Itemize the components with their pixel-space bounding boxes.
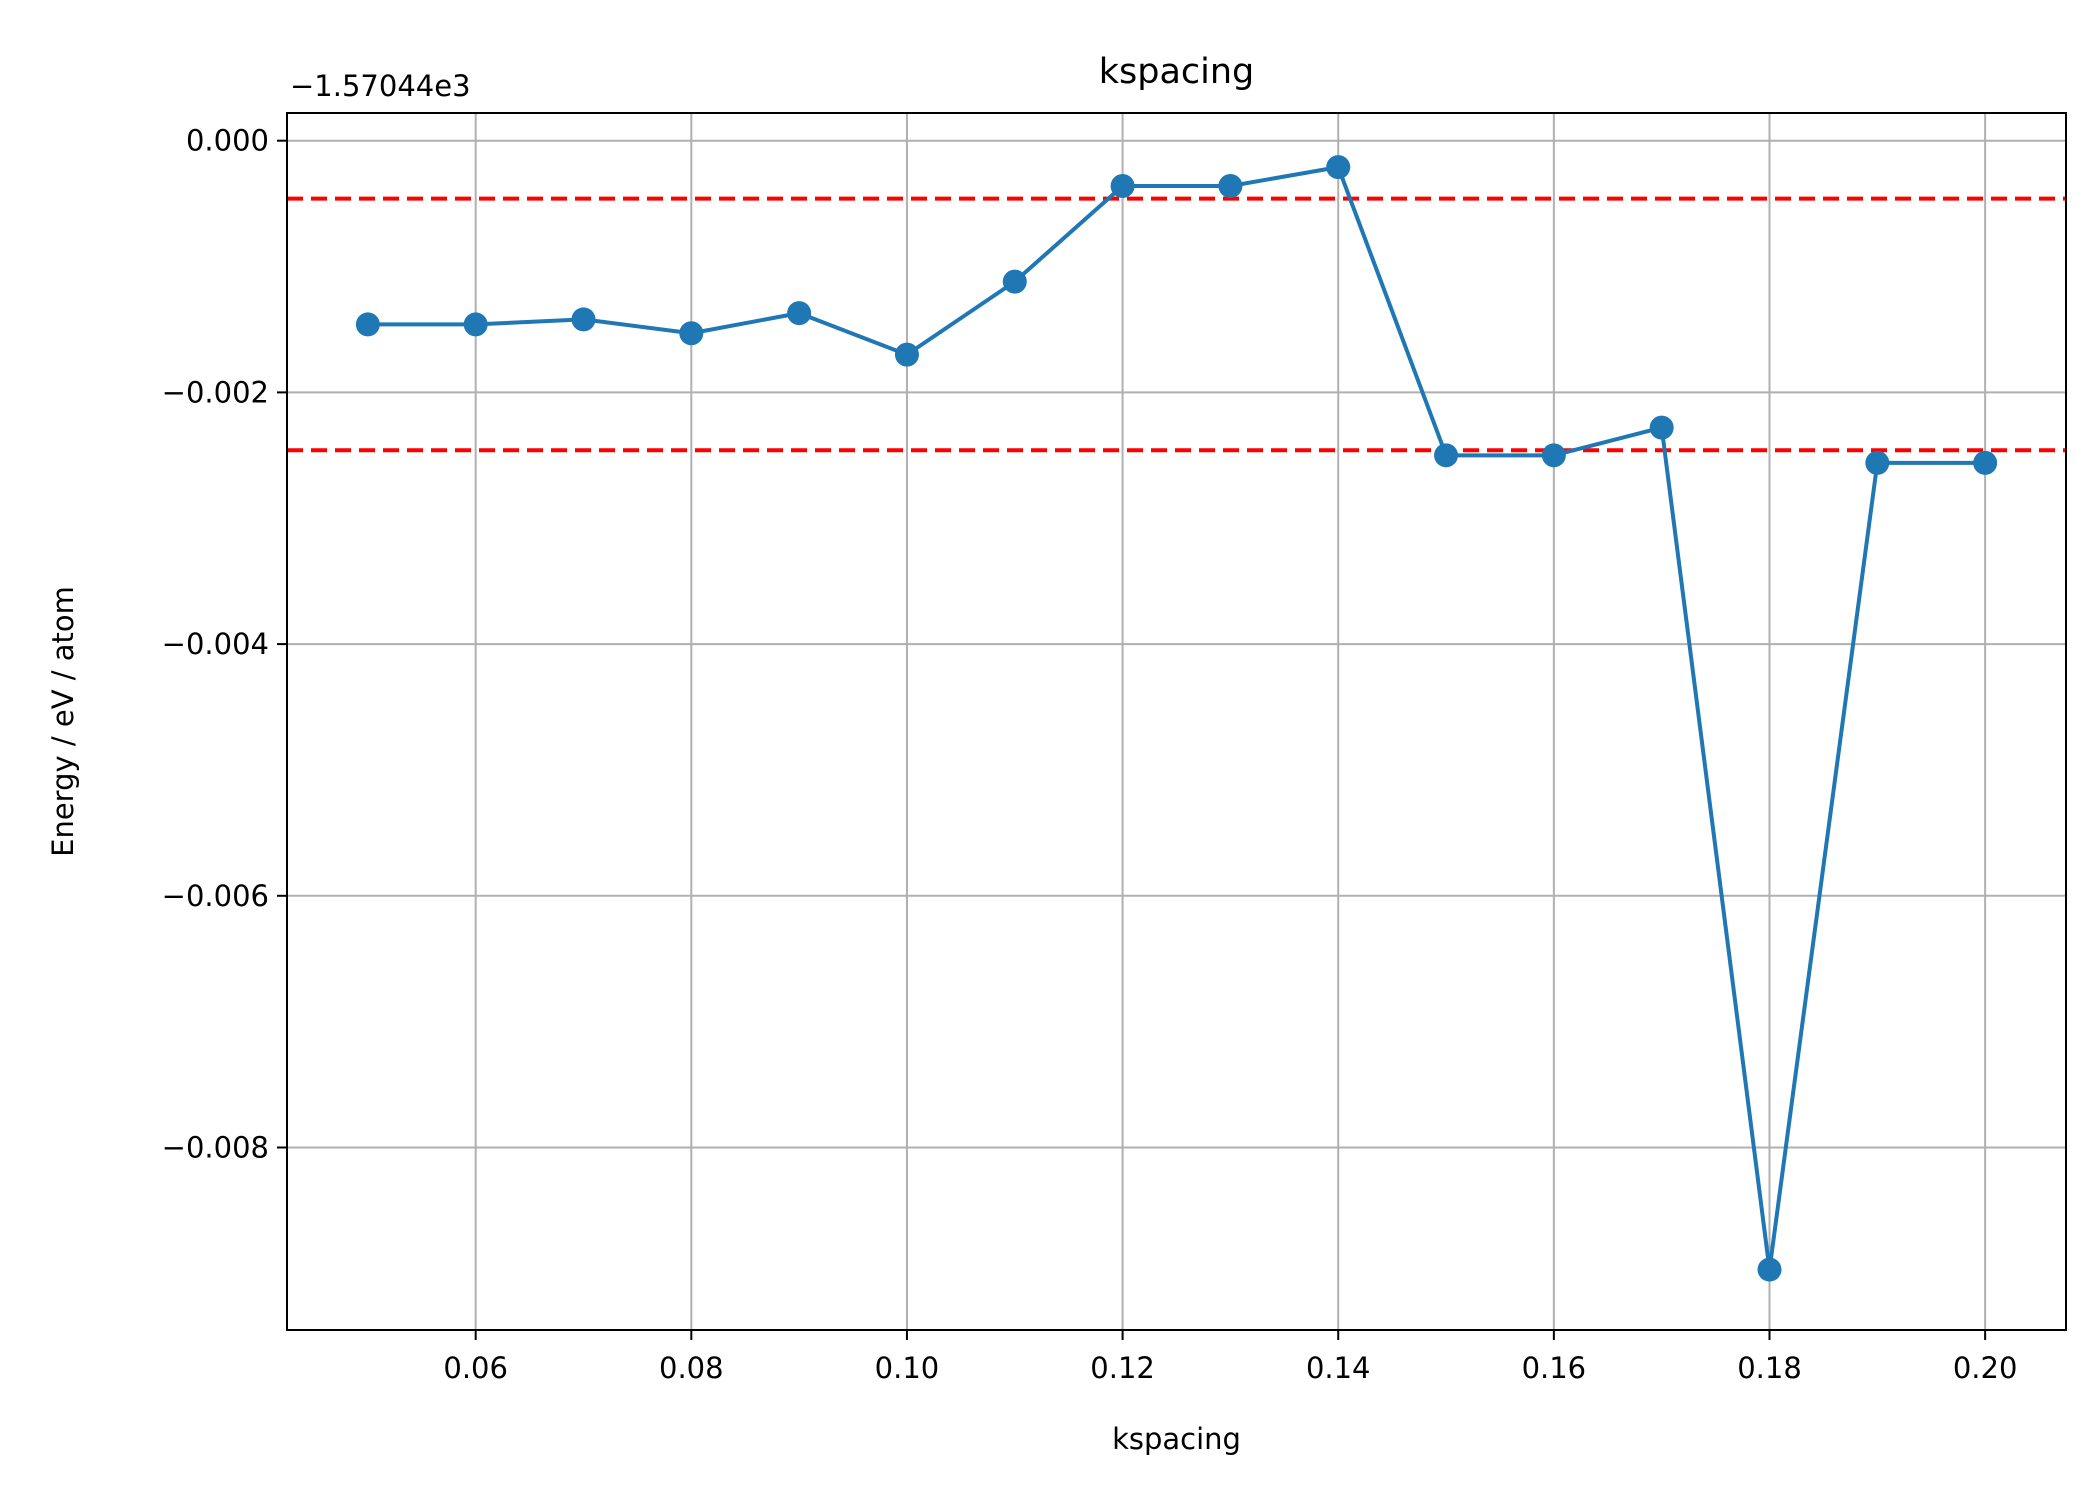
plot-frame [286,112,2067,1331]
x-tick-label: 0.18 [1737,1351,1802,1385]
data-point [1757,1257,1782,1282]
x-axis-ticks: 0.06 0.08 0.10 0.12 0.14 0.16 0.18 0.20 [443,1330,2017,1385]
data-point [1434,443,1459,468]
x-tick-label: 0.20 [1953,1351,2018,1385]
x-tick-label: 0.06 [443,1351,508,1385]
x-tick-label: 0.12 [1090,1351,1155,1385]
data-series [355,155,1998,1282]
y-axis-ticks: 0.000 −0.002 −0.004 −0.006 −0.008 [162,124,287,1165]
data-point [1973,450,1998,475]
y-tick-label: −0.004 [162,627,269,661]
chart-title: kspacing [1099,52,1255,92]
grid [287,113,2066,1330]
data-point [355,312,380,337]
x-tick-label: 0.14 [1306,1351,1371,1385]
y-axis-offset-label: −1.57044e3 [290,69,471,103]
data-point [1649,415,1674,440]
reference-lines [287,196,2066,453]
data-point [1218,173,1243,198]
data-point [1865,450,1890,475]
data-point [679,321,704,346]
data-point [1002,269,1027,294]
data-point [787,301,812,326]
y-tick-label: 0.000 [186,124,269,158]
x-tick-label: 0.08 [659,1351,724,1385]
series-line [367,165,1986,1272]
data-point [463,312,488,337]
y-axis-label: Energy / eV / atom [46,586,80,857]
data-point [1326,155,1351,180]
x-tick-label: 0.16 [1522,1351,1587,1385]
data-point [1541,443,1566,468]
data-point [1110,173,1135,198]
y-tick-label: −0.008 [162,1131,269,1165]
x-axis-label: kspacing [1112,1422,1241,1456]
y-tick-label: −0.006 [162,879,269,913]
data-point [571,307,596,332]
y-tick-label: −0.002 [162,375,269,409]
x-tick-label: 0.10 [875,1351,940,1385]
data-point [894,342,919,367]
